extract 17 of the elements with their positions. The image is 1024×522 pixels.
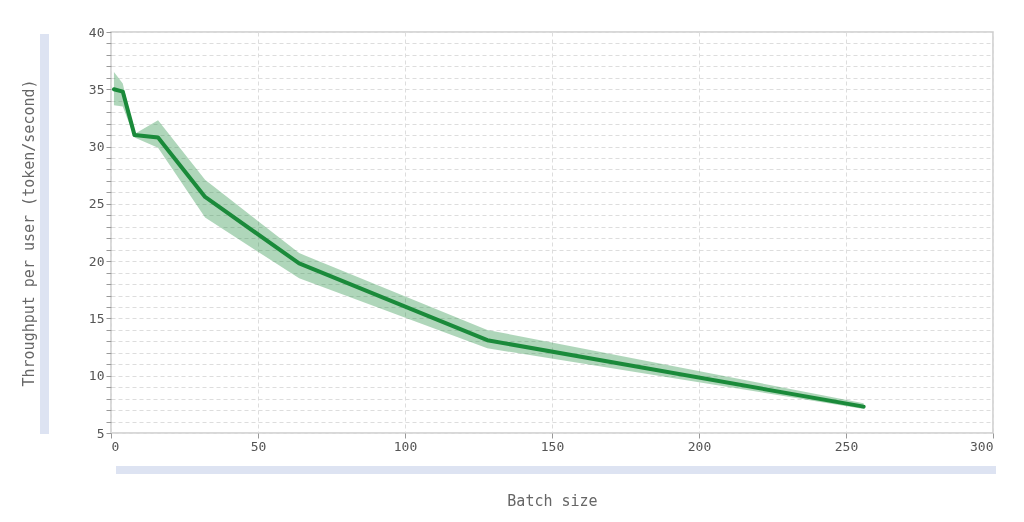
x-tick-label: 250 — [834, 438, 859, 454]
y-tick-label: 10 — [88, 368, 105, 384]
x-tick-label: 150 — [540, 438, 565, 454]
y-tick-label: 25 — [88, 196, 105, 212]
y-tick-label: 35 — [88, 81, 105, 97]
y-tick-label: 15 — [88, 310, 105, 326]
x-tick-label: 100 — [393, 438, 418, 454]
y-tick-label: 40 — [88, 24, 105, 40]
x-axis-title: Batch size — [507, 491, 598, 510]
y-tick-label: 30 — [88, 139, 105, 155]
x-tick-label: 50 — [250, 438, 267, 454]
x-tick-label: 200 — [687, 438, 712, 454]
y-tick-label: 5 — [96, 425, 105, 441]
x-tick-label: 300 — [970, 438, 994, 454]
y-axis-title: Throughput per user (token/second) — [19, 79, 38, 387]
x-tick-label: 0 — [111, 438, 120, 454]
y-tick-label: 20 — [88, 253, 105, 269]
